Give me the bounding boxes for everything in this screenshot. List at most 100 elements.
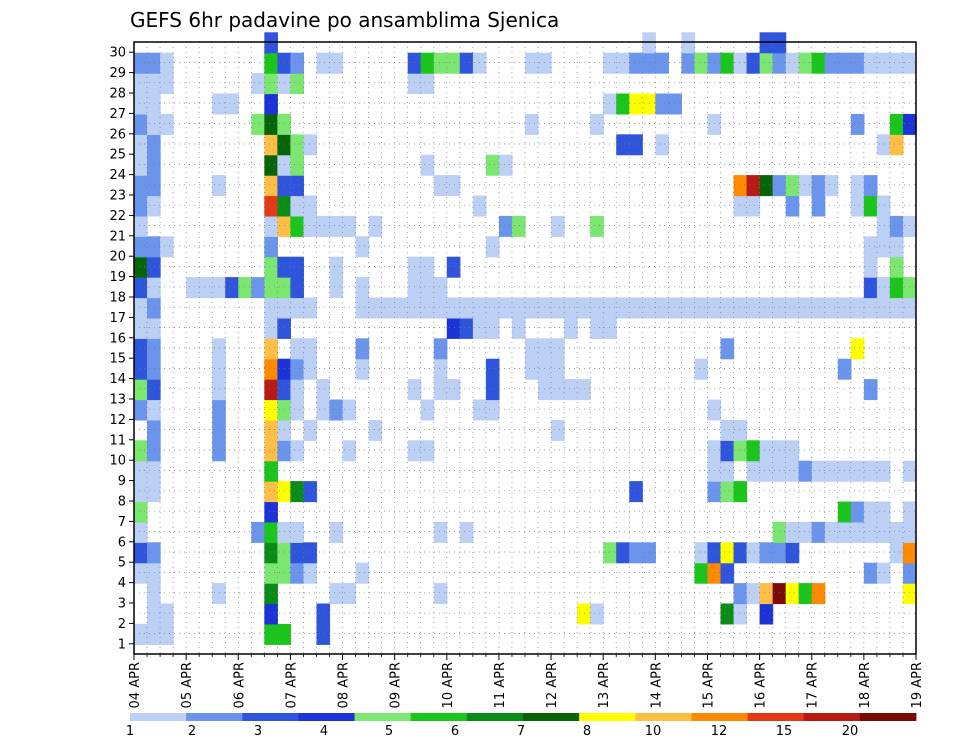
heatmap-cell	[551, 338, 565, 360]
heatmap-cell	[642, 93, 656, 115]
x-tick-label: 06 APR	[232, 662, 247, 708]
heatmap-cell	[264, 460, 278, 482]
heatmap-cell	[134, 542, 148, 564]
heatmap-cell	[616, 52, 630, 74]
heatmap-cell	[212, 399, 226, 421]
heatmap-cell	[212, 440, 226, 462]
heatmap-cell	[264, 175, 278, 197]
heatmap-cell	[472, 297, 487, 319]
heatmap-cell	[433, 338, 448, 360]
heatmap-cell	[863, 501, 878, 523]
heatmap-cell	[446, 52, 461, 74]
heatmap-cell	[746, 52, 761, 74]
heatmap-cell	[147, 562, 161, 584]
heatmap-cell	[733, 542, 748, 564]
y-tick-label: 13	[109, 393, 126, 408]
heatmap-cell	[902, 113, 917, 135]
heatmap-cell	[485, 236, 500, 258]
heatmap-cell	[863, 195, 878, 217]
heatmap-cell	[876, 297, 891, 319]
heatmap-cell	[759, 603, 774, 625]
heatmap-cell	[303, 297, 318, 319]
heatmap-cell	[498, 154, 513, 176]
y-tick-label: 24	[109, 168, 126, 183]
heatmap-cell	[303, 542, 318, 564]
y-tick-label: 29	[109, 66, 126, 81]
heatmap-cell	[212, 93, 226, 115]
heatmap-cell	[251, 113, 265, 135]
heatmap-cell	[472, 52, 487, 74]
heatmap-cell	[655, 297, 669, 319]
heatmap-cell	[446, 379, 461, 401]
heatmap-cell	[863, 521, 878, 543]
heatmap-cell	[785, 297, 800, 319]
heatmap-cell	[472, 195, 487, 217]
heatmap-cell	[902, 460, 917, 482]
heatmap-cell	[433, 358, 448, 380]
heatmap-cell	[720, 440, 735, 462]
heatmap-cell	[290, 562, 305, 584]
heatmap-cell	[629, 542, 643, 564]
heatmap-cell	[264, 521, 278, 543]
heatmap-cell	[147, 623, 161, 645]
heatmap-cell	[759, 583, 774, 605]
heatmap-cell	[290, 175, 305, 197]
heatmap-cell	[850, 195, 865, 217]
heatmap-cell	[277, 175, 291, 197]
heatmap-cell	[277, 256, 291, 278]
heatmap-cell	[850, 297, 865, 319]
heatmap-cell	[850, 338, 865, 360]
heatmap-cell	[876, 562, 891, 584]
heatmap-cell	[329, 399, 344, 421]
heatmap-cell	[134, 358, 148, 380]
x-tick-label: 04 APR	[128, 662, 143, 708]
heatmap-cell	[538, 338, 552, 360]
heatmap-cell	[147, 338, 161, 360]
heatmap-cell	[551, 379, 565, 401]
heatmap-cell	[160, 603, 174, 625]
colorbar-swatch	[242, 713, 299, 721]
heatmap-cell	[485, 297, 500, 319]
heatmap-cell	[746, 297, 761, 319]
heatmap-cell	[863, 256, 878, 278]
heatmap-cell	[446, 317, 461, 339]
heatmap-cell	[420, 297, 435, 319]
heatmap-cell	[342, 440, 357, 462]
heatmap-cell	[264, 440, 278, 462]
heatmap-cell	[134, 93, 148, 115]
heatmap-cell	[264, 215, 278, 237]
heatmap-cell	[264, 419, 278, 441]
y-tick-label: 8	[118, 495, 126, 510]
heatmap-cell	[629, 134, 643, 156]
heatmap-cell	[642, 297, 656, 319]
heatmap-cell	[707, 297, 722, 319]
heatmap-cell	[264, 358, 278, 380]
heatmap-cell	[186, 277, 200, 299]
heatmap-cell	[277, 379, 291, 401]
heatmap-cell	[303, 358, 318, 380]
heatmap-cell	[902, 501, 917, 523]
y-tick-label: 22	[109, 209, 126, 224]
heatmap-cell	[134, 379, 148, 401]
colorbar-swatch	[466, 713, 524, 721]
heatmap-cell	[720, 297, 735, 319]
heatmap-cell	[889, 256, 904, 278]
y-tick-label: 9	[118, 474, 126, 489]
heatmap-cell	[303, 215, 318, 237]
heatmap-cell	[433, 521, 448, 543]
colorbar-label: 12	[711, 724, 728, 739]
heatmap-cell	[264, 317, 278, 339]
colorbar-swatch	[747, 713, 805, 721]
colorbar-label: 10	[645, 724, 662, 739]
heatmap-cell	[134, 521, 148, 543]
heatmap-cell	[850, 175, 865, 197]
heatmap-cell	[538, 379, 552, 401]
heatmap-cell	[212, 175, 226, 197]
heatmap-cell	[707, 440, 722, 462]
heatmap-cell	[759, 542, 774, 564]
heatmap-cell	[147, 93, 161, 115]
heatmap-cell	[355, 277, 370, 299]
heatmap-cell	[837, 358, 852, 380]
heatmap-cell	[837, 297, 852, 319]
